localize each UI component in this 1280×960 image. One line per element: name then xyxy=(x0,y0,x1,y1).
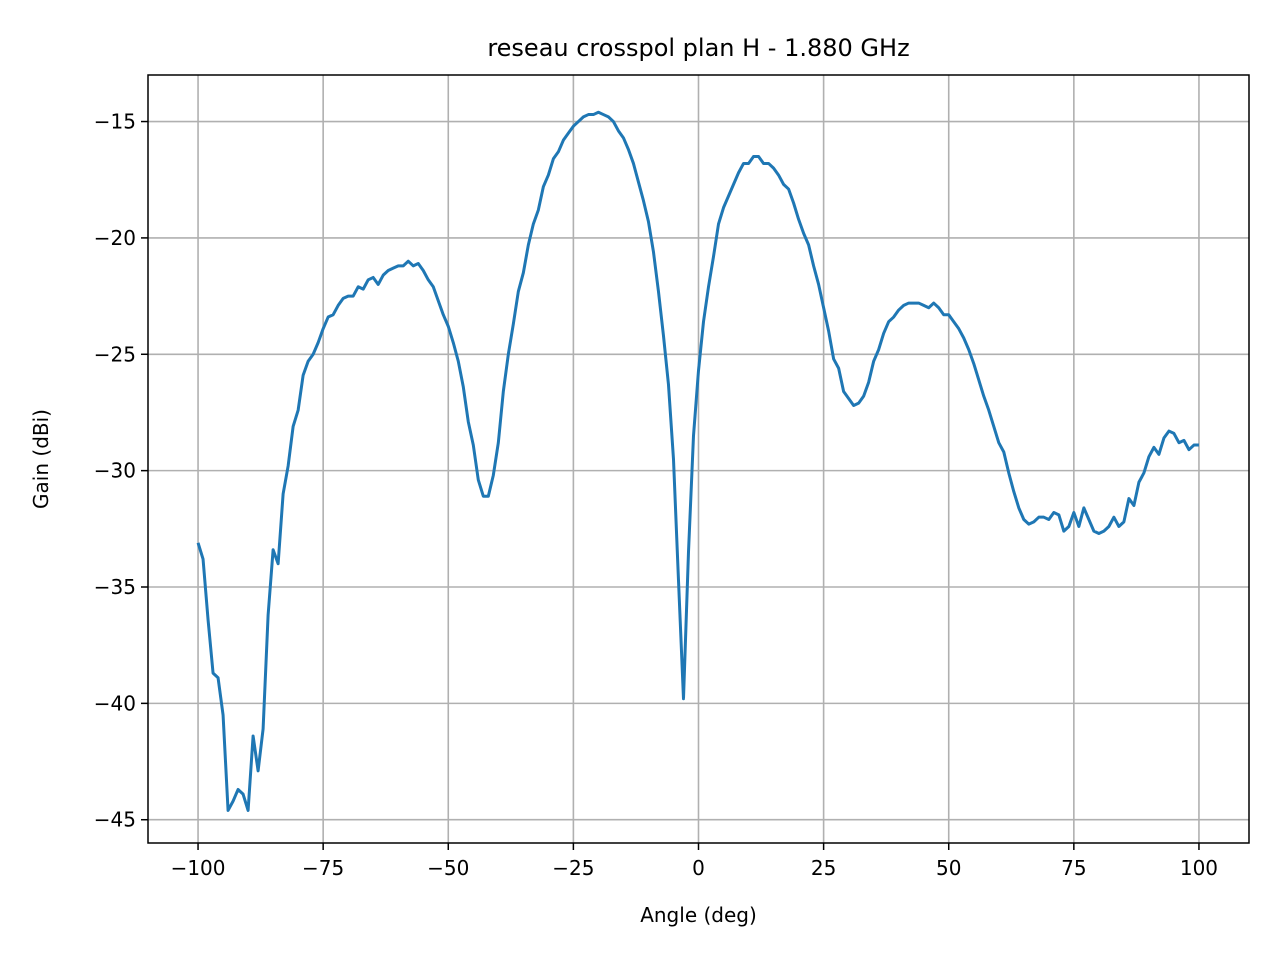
x-tick-label: 0 xyxy=(692,856,705,880)
y-axis: −15 −20 −25 −30 −35 −40 −45 xyxy=(94,110,148,832)
x-tick-label: −100 xyxy=(171,856,226,880)
y-tick-label: −25 xyxy=(94,342,136,366)
x-tick-label: −75 xyxy=(302,856,344,880)
y-tick-label: −30 xyxy=(94,459,136,483)
grid-lines xyxy=(148,75,1249,843)
x-tick-label: 50 xyxy=(936,856,961,880)
series-line xyxy=(196,110,1199,812)
x-tick-label: 25 xyxy=(811,856,836,880)
x-axis: −100 −75 −50 −25 0 25 50 75 100 xyxy=(171,843,1218,880)
y-tick-label: −15 xyxy=(94,110,136,134)
y-tick-label: −45 xyxy=(94,808,136,832)
x-axis-label: Angle (deg) xyxy=(640,903,757,927)
x-tick-label: 100 xyxy=(1180,856,1218,880)
x-tick-label: −25 xyxy=(552,856,594,880)
x-tick-label: −50 xyxy=(427,856,469,880)
x-tick-label: 75 xyxy=(1061,856,1086,880)
y-tick-label: −35 xyxy=(94,575,136,599)
y-tick-label: −40 xyxy=(94,691,136,715)
chart-title: reseau crosspol plan H - 1.880 GHz xyxy=(487,34,909,62)
y-tick-label: −20 xyxy=(94,226,136,250)
y-axis-label: Gain (dBi) xyxy=(29,409,53,509)
data-series xyxy=(196,110,1199,812)
